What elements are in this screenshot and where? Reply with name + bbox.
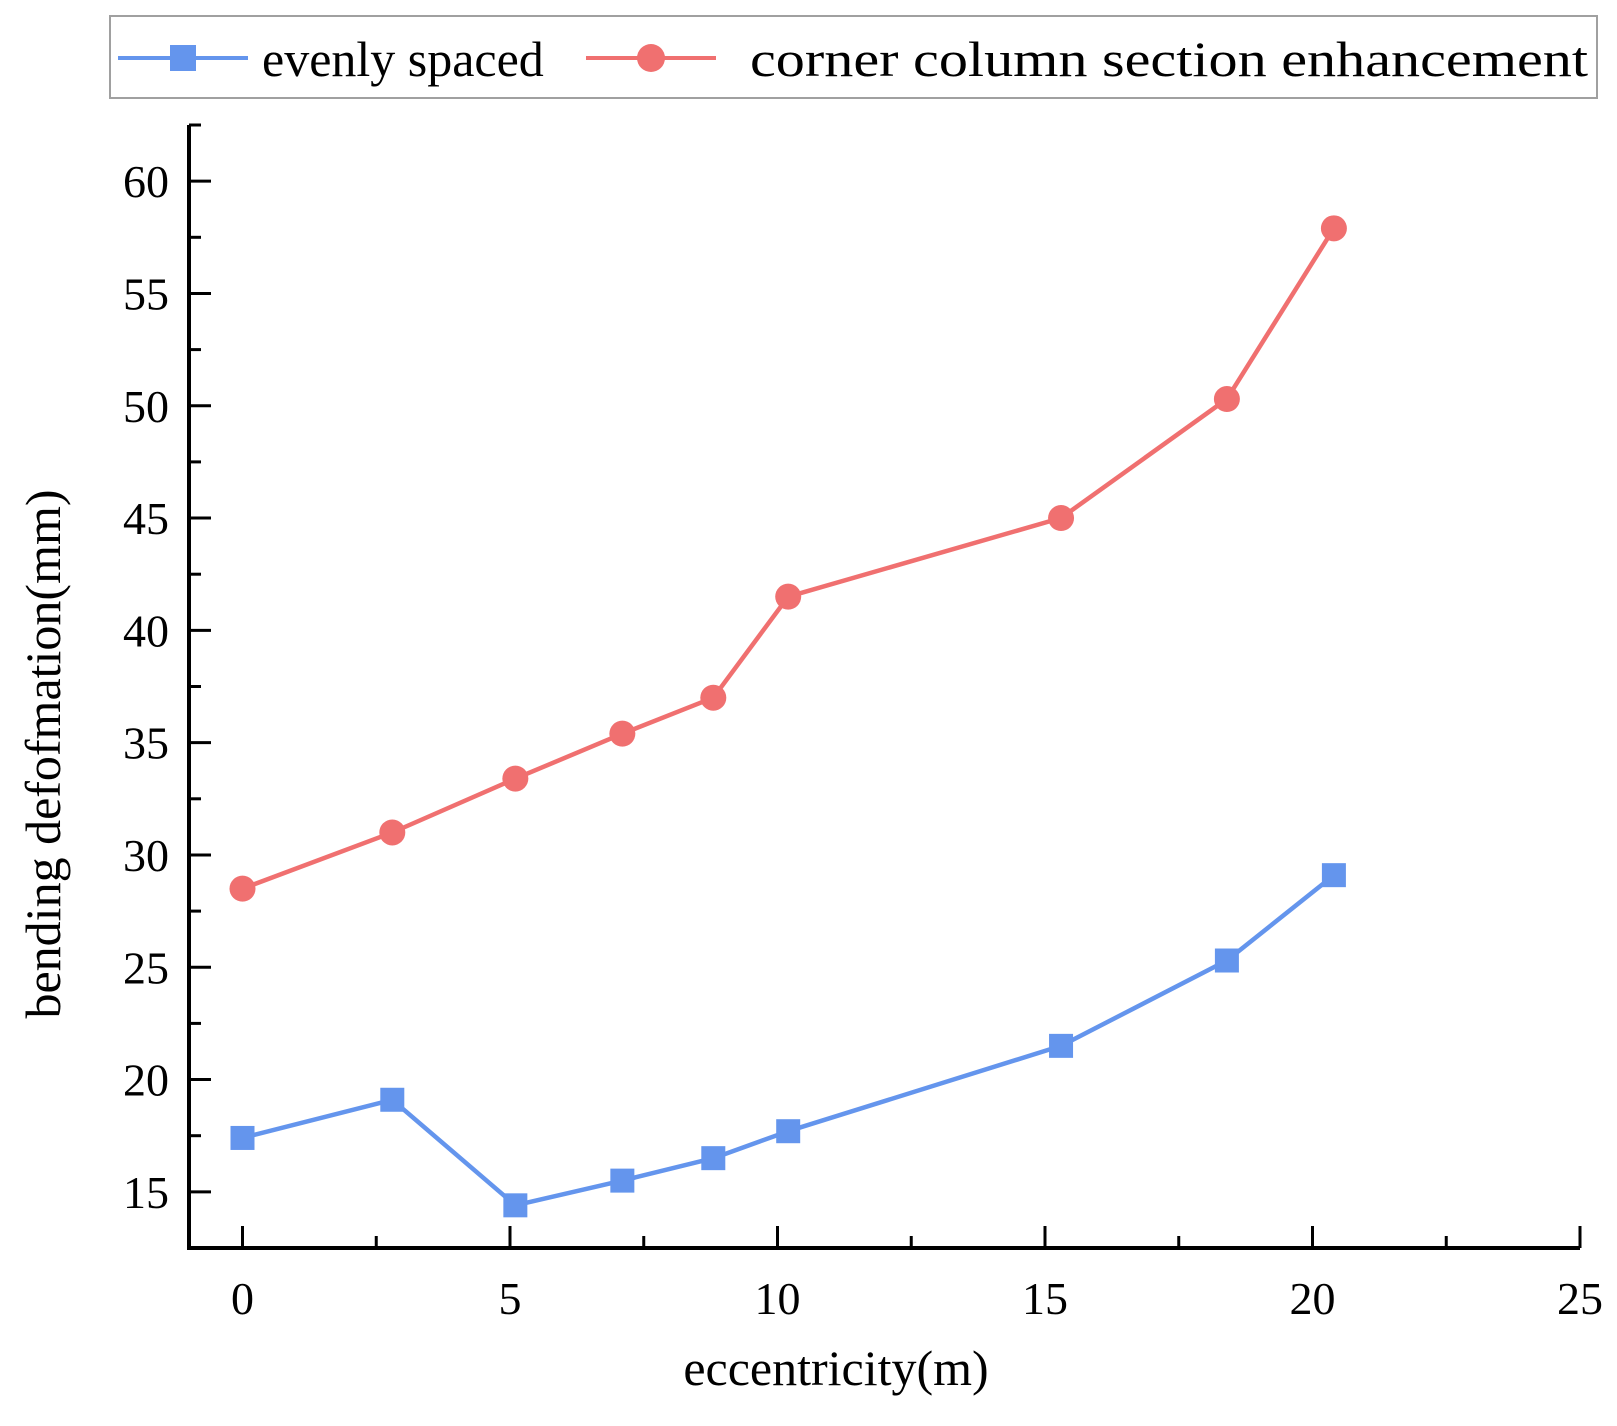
data-point-circle — [379, 819, 406, 846]
legend-box — [109, 15, 1598, 99]
data-point-circle — [1048, 505, 1075, 532]
y-tick-label: 45 — [123, 493, 169, 544]
data-point-square — [701, 1146, 726, 1171]
data-point-square — [776, 1119, 801, 1144]
data-point-square — [380, 1087, 405, 1112]
series-line-corner-column-section-enhancement — [241, 227, 1336, 891]
y-tick-label: 55 — [123, 268, 169, 319]
ticks — [189, 123, 1582, 1248]
x-tick-label: 15 — [1022, 1273, 1068, 1324]
legend-label-corner-column: corner column section enhancement — [750, 31, 1588, 87]
y-tick-label: 50 — [123, 381, 169, 432]
data-point-square — [1214, 948, 1239, 973]
tick-labels: 0 5 10 15 20 25 15 20 25 30 35 40 45 50 55 60 — [123, 156, 1603, 1324]
data-point-square — [1321, 863, 1346, 888]
x-tick-label: 0 — [231, 1273, 254, 1324]
data-point-circle — [502, 765, 529, 792]
data-point-circle — [1320, 215, 1347, 242]
data-point-circle — [1213, 386, 1240, 413]
y-tick-label: 15 — [123, 1167, 169, 1218]
axes — [187, 125, 1580, 1250]
y-tick-label: 60 — [123, 156, 169, 207]
data-point-square — [230, 1125, 255, 1150]
data-point-square — [1049, 1033, 1074, 1058]
data-point-square — [503, 1193, 528, 1218]
legend-marker-circle-icon — [637, 44, 665, 72]
y-tick-label: 25 — [123, 942, 169, 993]
legend-marker-square-icon — [170, 45, 196, 71]
x-tick-label: 10 — [755, 1273, 801, 1324]
data-point-square — [610, 1168, 635, 1193]
series-line-evenly-spaced — [241, 873, 1336, 1208]
y-tick-label: 40 — [123, 605, 169, 656]
data-point-circle — [229, 875, 256, 902]
y-tick-label: 30 — [123, 830, 169, 881]
series-group — [229, 215, 1347, 1218]
y-tick-label: 35 — [123, 718, 169, 769]
legend-label-evenly-spaced: evenly spaced — [262, 31, 544, 87]
x-tick-label: 25 — [1557, 1273, 1603, 1324]
legend: evenly spaced corner column section enha… — [109, 15, 1598, 99]
data-point-circle — [775, 583, 802, 610]
series-evenly-spaced — [230, 863, 1346, 1218]
series-corner-column-section-enhancement — [229, 215, 1347, 902]
x-tick-label: 5 — [499, 1273, 522, 1324]
x-axis-title: eccentricity(m) — [683, 1340, 988, 1396]
y-axis-title: bending defofmation(mm) — [15, 489, 71, 1018]
data-point-circle — [609, 720, 636, 747]
x-tick-label: 20 — [1290, 1273, 1336, 1324]
data-point-circle — [700, 684, 727, 711]
y-tick-label: 20 — [123, 1055, 169, 1106]
